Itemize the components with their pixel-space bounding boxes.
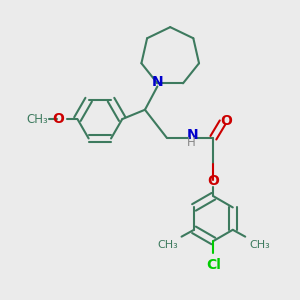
Text: O: O	[52, 112, 64, 126]
Text: N: N	[187, 128, 198, 142]
Text: Cl: Cl	[206, 258, 221, 272]
Text: CH₃: CH₃	[26, 112, 48, 126]
Text: O: O	[220, 114, 232, 128]
Text: CH₃: CH₃	[249, 240, 270, 250]
Text: N: N	[152, 75, 164, 89]
Text: H: H	[187, 136, 195, 149]
Text: CH₃: CH₃	[157, 240, 178, 250]
Text: O: O	[207, 174, 219, 188]
